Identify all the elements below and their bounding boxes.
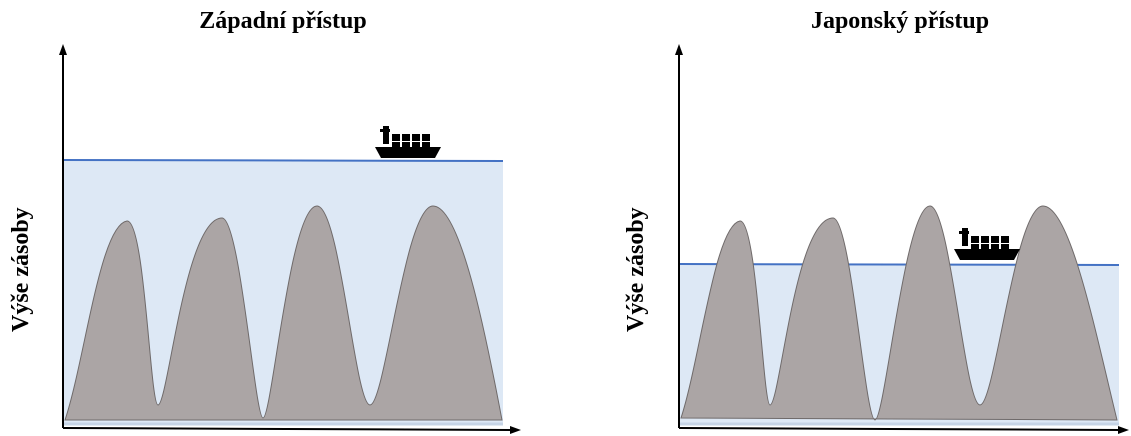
x-axis-arrow: [510, 426, 521, 434]
y-axis-arrow: [675, 44, 683, 55]
cargo-ship-icon: [375, 126, 441, 158]
x-axis: [678, 427, 1121, 431]
western-diagram: [59, 44, 521, 434]
x-axis-arrow: [1118, 426, 1129, 434]
western-approach-panel: Západní přístup Výše zásoby: [0, 0, 560, 436]
rocks-shape: [680, 205, 1118, 421]
y-axis-arrow: [59, 44, 67, 55]
x-axis: [62, 427, 513, 431]
rocks-shape: [64, 205, 503, 421]
japanese-diagram: [675, 44, 1129, 434]
water-level-line: [62, 159, 504, 162]
panel-title: Západní přístup: [199, 8, 367, 34]
cargo-ship-icon: [954, 228, 1020, 260]
japanese-approach-panel: Japonský přístup Výše zásoby: [565, 0, 1131, 436]
panel-title: Japonský přístup: [810, 8, 990, 34]
